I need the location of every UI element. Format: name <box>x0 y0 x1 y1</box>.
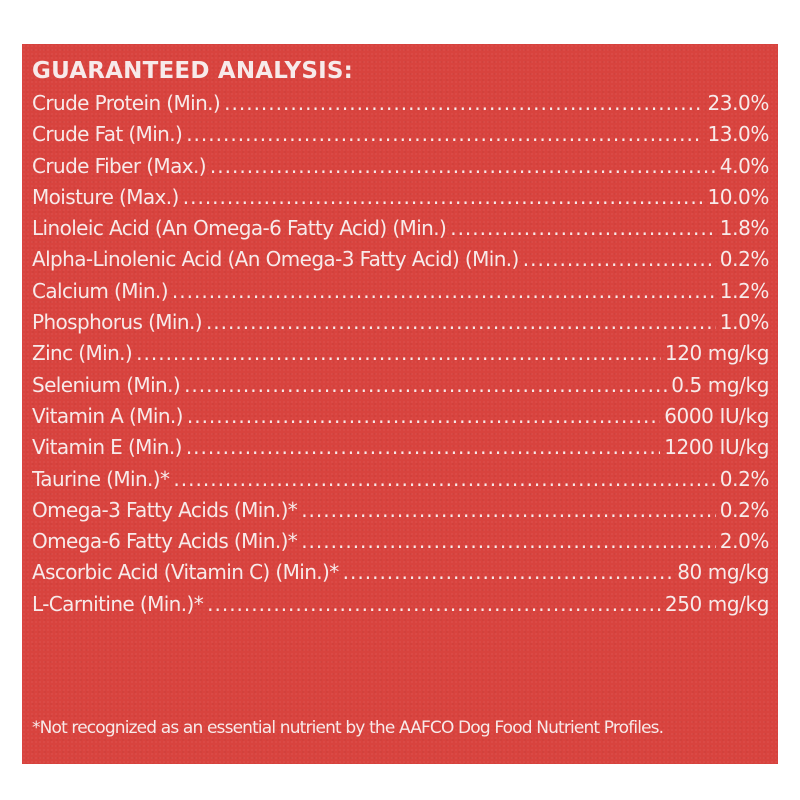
dot-leader <box>206 307 716 338</box>
dot-leader <box>187 401 660 432</box>
nutrient-label: Vitamin E (Min.) <box>32 435 182 460</box>
nutrient-value: 4.0% <box>719 153 769 178</box>
nutrient-value: 10.0% <box>707 184 769 209</box>
analysis-row-crude-fiber: Crude Fiber (Max.) 4.0% <box>32 151 769 182</box>
nutrient-value: 1.0% <box>719 310 769 335</box>
analysis-row-zinc: Zinc (Min.) 120 mg/kg <box>32 338 769 369</box>
dot-leader <box>183 182 704 213</box>
nutrient-value: 1.2% <box>719 278 769 303</box>
dot-leader <box>210 151 716 182</box>
nutrient-label: Selenium (Min.) <box>32 372 181 397</box>
nutrient-value: 1.8% <box>719 216 769 241</box>
analysis-table: Crude Protein (Min.) 23.0% Crude Fat (Mi… <box>32 88 769 620</box>
nutrient-label: L-Carnitine (Min.)* <box>32 591 204 616</box>
dot-leader <box>207 589 661 620</box>
analysis-row-calcium: Calcium (Min.) 1.2% <box>32 276 769 307</box>
guaranteed-analysis-panel: GUARANTEED ANALYSIS: Crude Protein (Min.… <box>22 44 778 764</box>
dot-leader <box>343 557 674 588</box>
analysis-row-l-carnitine: L-Carnitine (Min.)* 250 mg/kg <box>32 589 769 620</box>
analysis-row-moisture: Moisture (Max.) 10.0% <box>32 182 769 213</box>
analysis-row-omega-6: Omega-6 Fatty Acids (Min.)* 2.0% <box>32 526 769 557</box>
nutrient-label: Zinc (Min.) <box>32 341 133 366</box>
dot-leader <box>450 213 716 244</box>
nutrient-value: 1200 IU/kg <box>664 435 769 460</box>
nutrient-value: 0.2% <box>719 466 769 491</box>
nutrient-label: Crude Fiber (Max.) <box>32 153 207 178</box>
nutrient-label: Taurine (Min.)* <box>32 466 170 491</box>
dot-leader <box>136 338 661 369</box>
dot-leader <box>186 119 703 150</box>
dot-leader <box>523 244 716 275</box>
analysis-row-vitamin-a: Vitamin A (Min.) 6000 IU/kg <box>32 401 769 432</box>
nutrient-value: 23.0% <box>707 91 769 115</box>
analysis-heading: GUARANTEED ANALYSIS: <box>32 58 354 84</box>
nutrient-value: 0.5 mg/kg <box>671 372 769 397</box>
dot-leader <box>172 276 716 307</box>
analysis-row-crude-protein: Crude Protein (Min.) 23.0% <box>32 88 769 119</box>
nutrient-value: 250 mg/kg <box>664 591 769 616</box>
analysis-row-taurine: Taurine (Min.)* 0.2% <box>32 464 769 495</box>
analysis-row-selenium: Selenium (Min.) 0.5 mg/kg <box>32 370 769 401</box>
nutrient-value: 2.0% <box>719 529 769 554</box>
nutrient-label: Linoleic Acid (An Omega-6 Fatty Acid) (M… <box>32 216 447 241</box>
dot-leader <box>224 88 703 119</box>
dot-leader <box>301 495 716 526</box>
nutrient-value: 0.2% <box>719 247 769 272</box>
nutrient-label: Omega-6 Fatty Acids (Min.)* <box>32 529 298 554</box>
dot-leader <box>186 432 660 463</box>
aafco-footnote: *Not recognized as an essential nutrient… <box>32 718 664 738</box>
analysis-row-ascorbic-acid: Ascorbic Acid (Vitamin C) (Min.)* 80 mg/… <box>32 557 769 588</box>
analysis-row-crude-fat: Crude Fat (Min.) 13.0% <box>32 119 769 150</box>
nutrient-value: 80 mg/kg <box>677 560 769 585</box>
dot-leader <box>301 526 716 557</box>
nutrient-value: 0.2% <box>719 497 769 522</box>
analysis-row-omega-3: Omega-3 Fatty Acids (Min.)* 0.2% <box>32 495 769 526</box>
nutrient-label: Moisture (Max.) <box>32 184 179 209</box>
nutrient-value: 120 mg/kg <box>664 341 769 366</box>
nutrient-value: 6000 IU/kg <box>664 403 769 428</box>
nutrient-label: Crude Protein (Min.) <box>32 91 221 115</box>
analysis-row-linoleic-acid: Linoleic Acid (An Omega-6 Fatty Acid) (M… <box>32 213 769 244</box>
nutrient-label: Calcium (Min.) <box>32 278 169 303</box>
nutrient-label: Omega-3 Fatty Acids (Min.)* <box>32 497 298 522</box>
dot-leader <box>184 370 667 401</box>
analysis-row-phosphorus: Phosphorus (Min.) 1.0% <box>32 307 769 338</box>
nutrient-label: Crude Fat (Min.) <box>32 122 183 147</box>
nutrient-label: Vitamin A (Min.) <box>32 403 183 428</box>
nutrient-label: Phosphorus (Min.) <box>32 310 203 335</box>
dot-leader <box>173 464 715 495</box>
nutrient-value: 13.0% <box>707 122 769 147</box>
nutrient-label: Alpha-Linolenic Acid (An Omega-3 Fatty A… <box>32 247 519 272</box>
analysis-row-vitamin-e: Vitamin E (Min.) 1200 IU/kg <box>32 432 769 463</box>
nutrient-label: Ascorbic Acid (Vitamin C) (Min.)* <box>32 560 339 585</box>
analysis-row-alpha-linolenic-acid: Alpha-Linolenic Acid (An Omega-3 Fatty A… <box>32 244 769 275</box>
